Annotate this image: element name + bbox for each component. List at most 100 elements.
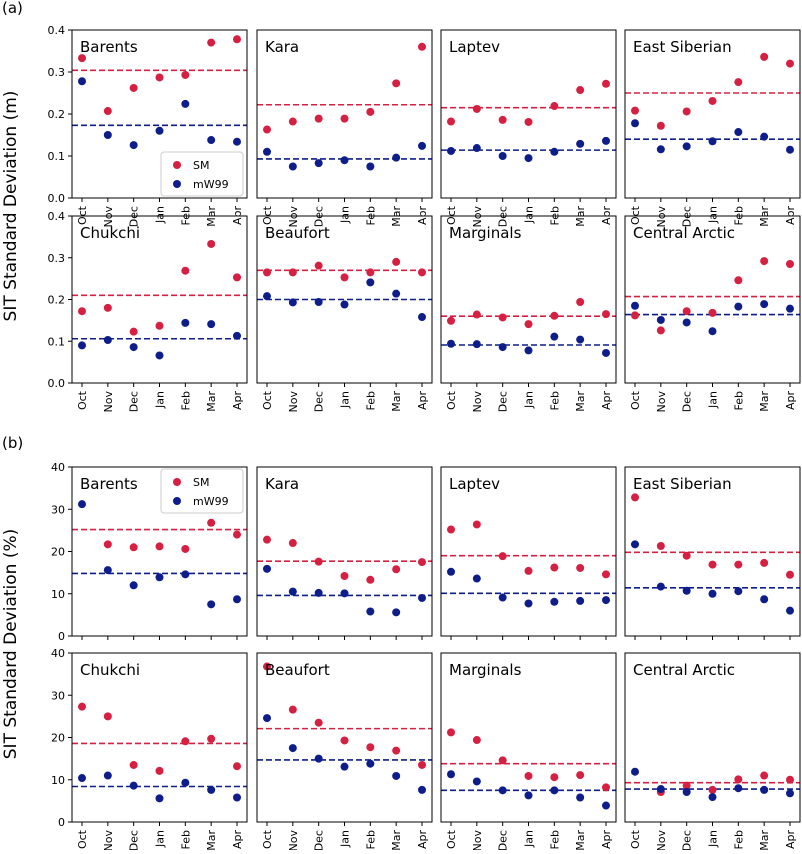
mw99-point xyxy=(524,599,533,608)
panel-label: (b) xyxy=(2,434,23,452)
x-tick-label: Nov xyxy=(287,391,300,413)
mw99-point xyxy=(576,596,585,605)
sm-point xyxy=(263,662,271,671)
mw99-point xyxy=(447,339,455,348)
legend-marker xyxy=(173,180,181,188)
x-tick-label: Dec xyxy=(313,830,326,850)
sm-point xyxy=(524,117,533,126)
mw99-point xyxy=(392,771,401,780)
mw99-point xyxy=(366,162,375,171)
panel-chukchi: Chukchi Oct Nov Dec Jan Feb Mar Apr xyxy=(71,215,248,413)
y-tick-label: 0.4 xyxy=(48,210,66,223)
sm-point xyxy=(708,560,717,569)
mw99-point xyxy=(708,793,717,802)
panel-marginals: Marginals Oct Nov Dec Jan Feb Mar Apr xyxy=(440,652,617,851)
sm-point xyxy=(129,83,138,92)
sm-point xyxy=(498,115,507,124)
y-tick-label: 40 xyxy=(51,647,65,660)
mw99-point xyxy=(760,132,769,141)
mw99-point xyxy=(103,131,112,139)
mw99-point xyxy=(602,801,610,810)
mw99-point xyxy=(550,786,559,795)
x-tick-label: Apr xyxy=(231,830,244,850)
sm-point xyxy=(366,107,375,116)
mw99-point xyxy=(682,788,691,797)
legend-label: SM xyxy=(193,476,209,489)
sm-point xyxy=(207,518,216,527)
x-tick-label: Jan xyxy=(707,391,720,409)
mw99-point xyxy=(129,781,138,790)
mw99-point xyxy=(656,145,665,154)
x-tick-label: Oct xyxy=(445,829,458,849)
sm-point xyxy=(682,781,691,790)
region-title: East Siberian xyxy=(633,38,732,56)
sm-point xyxy=(314,718,323,727)
sm-point xyxy=(78,702,86,711)
sm-point xyxy=(418,42,426,51)
sm-point xyxy=(233,273,241,282)
sm-point xyxy=(155,542,164,551)
x-tick-label: Jan xyxy=(339,391,352,409)
sm-point xyxy=(472,310,481,319)
x-tick-label: Jan xyxy=(523,391,536,409)
sm-point xyxy=(656,121,665,130)
sm-point xyxy=(498,313,507,322)
x-tick-label: Mar xyxy=(390,391,403,412)
sm-point xyxy=(366,743,375,752)
y-tick-label: 40 xyxy=(51,461,65,474)
region-title: East Siberian xyxy=(633,475,732,493)
mw99-point xyxy=(233,793,241,802)
x-tick-label: Dec xyxy=(128,391,141,412)
sm-point xyxy=(366,575,375,584)
region-title: Central Arctic xyxy=(633,224,735,242)
mw99-point xyxy=(786,145,794,154)
mw99-point xyxy=(656,315,665,324)
mw99-point xyxy=(472,574,481,583)
mw99-point xyxy=(602,348,610,357)
mw99-point xyxy=(602,136,610,145)
sm-point xyxy=(550,102,559,111)
sm-point xyxy=(631,493,639,502)
sm-point xyxy=(155,766,164,775)
sm-point xyxy=(392,257,401,266)
mw99-point xyxy=(314,298,323,307)
sm-point xyxy=(263,125,271,134)
mw99-point xyxy=(340,762,349,771)
region-title: Marginals xyxy=(449,661,522,679)
sm-point xyxy=(392,79,401,88)
x-tick-label: Oct xyxy=(445,390,458,410)
legend-box xyxy=(160,151,244,197)
mw99-point xyxy=(392,608,401,617)
x-tick-label: Dec xyxy=(681,391,694,412)
sm-point xyxy=(314,557,323,566)
x-tick-label: Oct xyxy=(261,205,274,225)
sm-point xyxy=(103,540,112,549)
y-tick-label: 10 xyxy=(51,774,65,787)
x-tick-label: Mar xyxy=(574,391,587,412)
x-tick-label: Apr xyxy=(784,391,797,411)
x-tick-label: Apr xyxy=(784,206,797,226)
mw99-point xyxy=(392,153,401,162)
mw99-point xyxy=(786,304,794,313)
sm-point xyxy=(734,775,743,784)
mw99-point xyxy=(288,744,297,753)
sm-point xyxy=(602,79,610,88)
mw99-point xyxy=(155,126,164,135)
x-tick-label: Feb xyxy=(364,391,377,410)
x-tick-label: Jan xyxy=(339,206,352,224)
mw99-point xyxy=(155,351,164,360)
x-tick-label: Apr xyxy=(416,206,429,226)
sm-point xyxy=(340,273,349,282)
sm-point xyxy=(760,771,769,780)
panel-marginals: Marginals Oct Nov Dec Jan Feb Mar Apr xyxy=(440,215,617,412)
x-tick-label: Oct xyxy=(76,205,89,225)
mw99-point xyxy=(524,154,533,163)
sm-point xyxy=(288,705,297,714)
panel-label: (a) xyxy=(2,0,23,17)
x-tick-label: Nov xyxy=(102,391,115,413)
sm-point xyxy=(682,307,691,316)
sm-point xyxy=(103,303,112,312)
sm-point xyxy=(78,54,86,63)
